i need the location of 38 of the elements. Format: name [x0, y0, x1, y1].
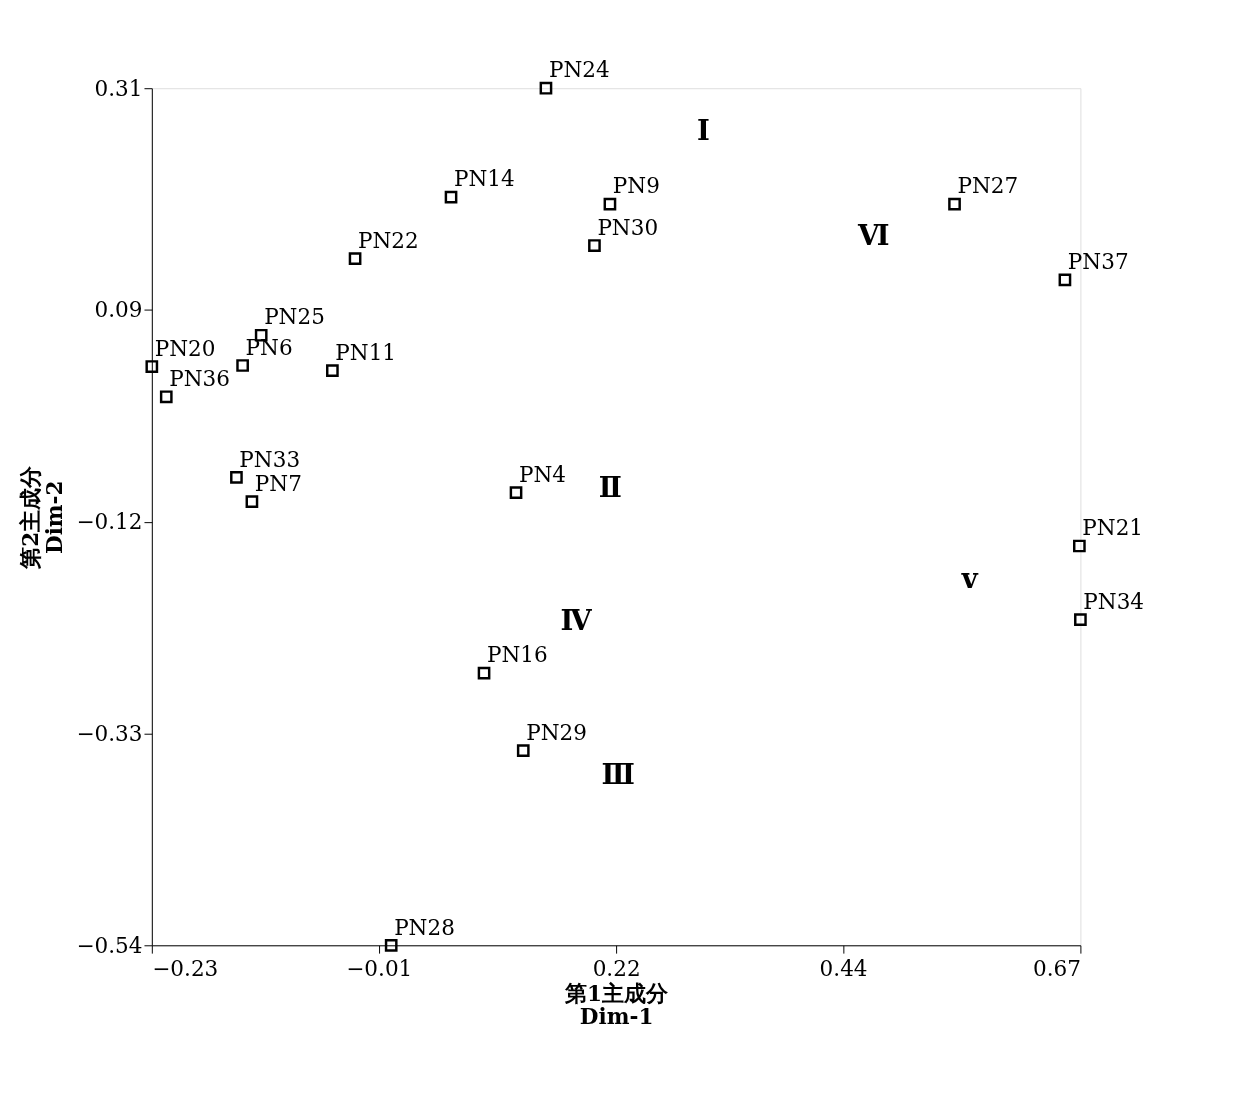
data-label: PN7	[254, 470, 302, 496]
data-label: PN14	[453, 166, 515, 192]
x-tick-label: 0.44	[819, 956, 868, 982]
annotation: Ⅵ	[856, 218, 890, 251]
data-label: PN20	[154, 335, 216, 361]
y-tick-label: −0.12	[76, 509, 143, 535]
y-axis-title: 第2主成分 Dim-2	[18, 464, 67, 570]
x-tick-label: −0.01	[346, 956, 413, 982]
data-label: PN37	[1067, 249, 1129, 275]
annotation: Ⅳ	[560, 603, 593, 636]
data-label: PN4	[518, 461, 566, 487]
data-label: PN29	[526, 719, 587, 745]
y-tick-label: −0.33	[76, 720, 143, 746]
data-label: PN30	[597, 214, 659, 240]
data-label: PN21	[1082, 515, 1144, 541]
data-label: PN24	[548, 57, 610, 83]
data-label: PN34	[1083, 588, 1145, 614]
annotation: Ⅲ	[601, 757, 635, 790]
data-label: PN16	[486, 642, 548, 668]
x-tick-label: 0.67	[1032, 956, 1081, 982]
annotation: Ⅱ	[598, 470, 622, 503]
data-label: PN28	[394, 914, 455, 940]
data-label: PN27	[957, 173, 1019, 199]
x-axis-title: 第1主成分 Dim-1	[564, 980, 670, 1030]
annotation: Ⅰ	[696, 114, 710, 147]
data-label: PN33	[239, 446, 301, 472]
data-label: PN6	[245, 334, 293, 360]
data-label: PN25	[264, 304, 325, 330]
data-label: PN11	[335, 339, 397, 365]
data-label: PN9	[612, 173, 660, 199]
data-label: PN22	[358, 227, 419, 253]
y-tick-label: −0.54	[76, 932, 143, 958]
data-label: PN36	[169, 365, 230, 391]
y-tick-label: 0.31	[94, 75, 143, 101]
y-tick-label: 0.09	[94, 297, 143, 323]
x-tick-label: 0.22	[592, 956, 641, 982]
x-tick-label: −0.23	[152, 956, 219, 982]
annotation: v	[960, 561, 979, 594]
